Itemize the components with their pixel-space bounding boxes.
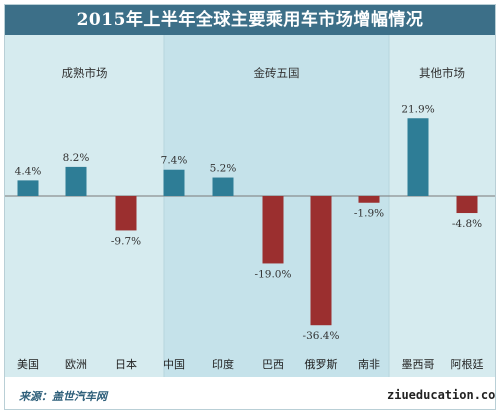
data-label: -9.7% [111, 235, 141, 247]
category-label: 阿根廷 [451, 357, 484, 371]
data-label: 8.2% [63, 152, 90, 164]
chart-frame: 成熟市场 金砖五国 其他市场 4.4% 美国 8.2% 欧洲 -9.7% 日本 7.4% 中国 5.2… [4, 4, 496, 410]
data-label: 5.2% [210, 163, 237, 175]
bar [407, 118, 429, 196]
category-label: 欧洲 [65, 358, 87, 371]
group-label: 金砖五国 [254, 66, 300, 80]
group-label: 成熟市场 [62, 66, 108, 80]
category-label: 俄罗斯 [305, 358, 338, 371]
bar [115, 196, 137, 231]
bar [262, 196, 284, 264]
title-bar: 2015年上半年全球主要乘用车市场增幅情况 [5, 5, 495, 35]
data-label: -4.8% [452, 218, 482, 230]
data-label: -19.0% [255, 268, 292, 280]
bar [310, 196, 332, 326]
category-label: 美国 [17, 358, 39, 371]
category-label: 墨西哥 [402, 358, 435, 371]
bar [17, 180, 39, 196]
watermark: ziueducation.co [387, 388, 496, 402]
data-label: 7.4% [161, 155, 188, 167]
bar [456, 196, 478, 214]
chart-plot: 成熟市场 金砖五国 其他市场 4.4% 美国 8.2% 欧洲 -9.7% 日本 7.4% 中国 5.2… [5, 35, 495, 377]
bar [163, 169, 185, 196]
source-note: 来源：盖世汽车网 [19, 390, 107, 403]
group-panel [5, 35, 164, 377]
bar [65, 166, 87, 196]
data-label: 4.4% [15, 165, 42, 177]
category-label: 巴西 [262, 358, 284, 371]
data-label: -36.4% [303, 330, 340, 342]
group-label: 其他市场 [419, 66, 465, 80]
category-label: 印度 [212, 357, 234, 371]
group-panel [389, 35, 495, 377]
bar [358, 196, 380, 203]
bar [212, 177, 234, 196]
data-label: 21.9% [401, 103, 434, 115]
data-label: -1.9% [354, 208, 384, 220]
category-label: 中国 [163, 358, 185, 371]
category-label: 日本 [115, 357, 137, 371]
category-label: 南非 [358, 358, 380, 371]
chart-title: 2015年上半年全球主要乘用车市场增幅情况 [76, 10, 424, 30]
